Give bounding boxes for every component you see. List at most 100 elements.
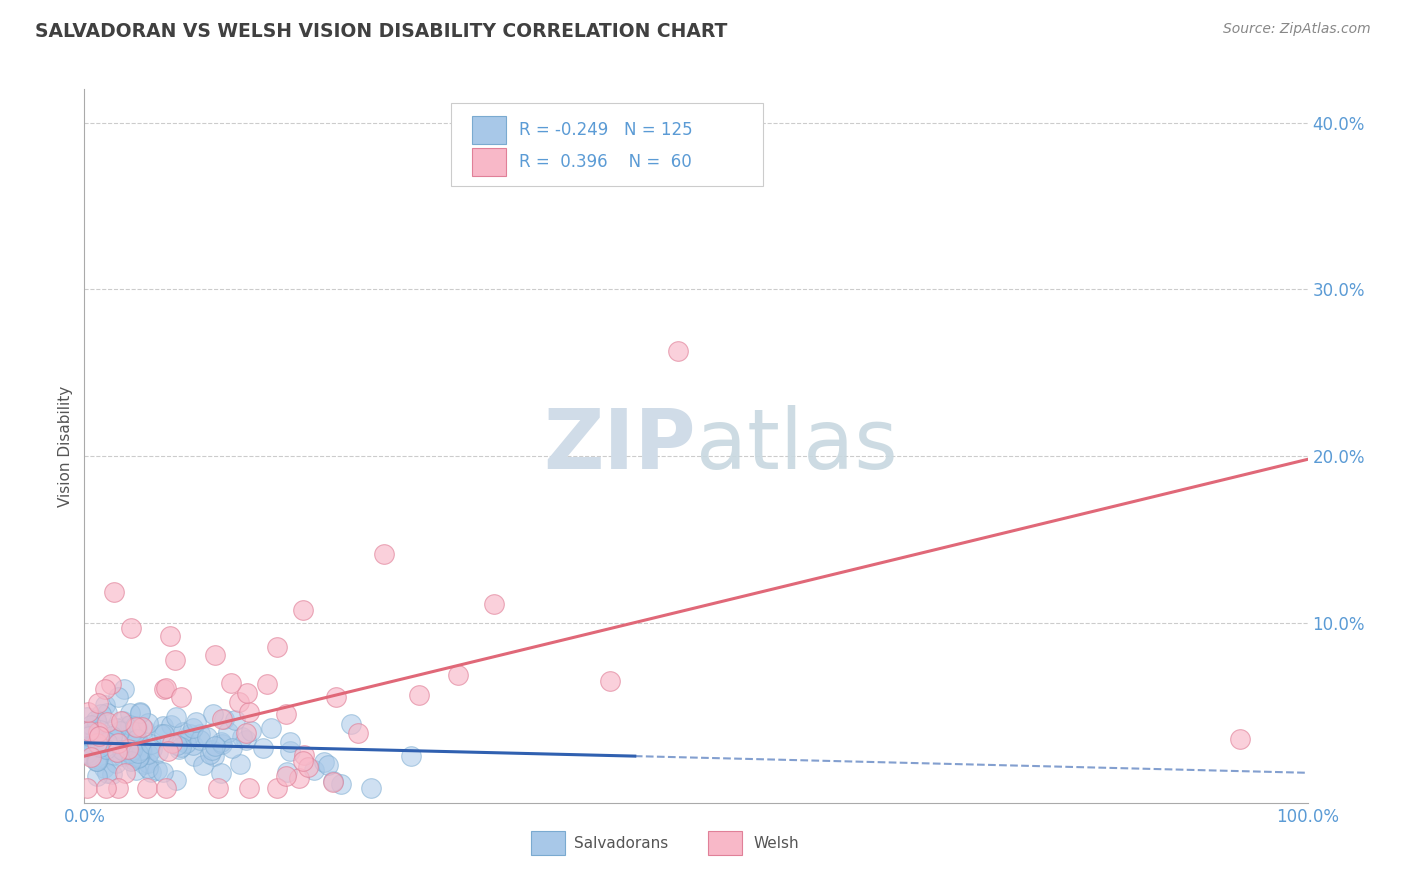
Point	[118, 706, 141, 720]
Point	[96, 765, 118, 780]
Point	[139, 764, 162, 779]
Point	[193, 758, 215, 772]
Point	[136, 756, 159, 770]
Point	[165, 710, 187, 724]
Point	[408, 689, 430, 703]
Point	[198, 747, 221, 761]
Point	[120, 621, 142, 635]
Point	[209, 735, 232, 749]
Point	[176, 736, 198, 750]
Point	[221, 741, 243, 756]
Point	[127, 731, 149, 746]
FancyBboxPatch shape	[472, 116, 506, 145]
Point	[80, 749, 103, 764]
FancyBboxPatch shape	[531, 831, 565, 855]
Point	[124, 718, 146, 732]
Point	[103, 585, 125, 599]
Point	[159, 718, 181, 732]
Point	[110, 714, 132, 728]
Point	[238, 705, 260, 719]
Point	[292, 603, 315, 617]
Point	[195, 731, 218, 745]
Point	[111, 749, 134, 764]
Text: Source: ZipAtlas.com: Source: ZipAtlas.com	[1223, 22, 1371, 37]
Point	[120, 746, 142, 760]
Point	[136, 762, 159, 776]
Point	[127, 751, 149, 765]
Point	[129, 705, 152, 719]
Point	[150, 726, 173, 740]
Point	[120, 718, 142, 732]
Point	[120, 754, 142, 768]
Point	[86, 769, 108, 783]
Point	[152, 682, 174, 697]
Point	[105, 745, 128, 759]
Point	[107, 780, 129, 795]
Point	[252, 741, 274, 756]
Point	[86, 754, 108, 768]
Point	[125, 732, 148, 747]
Point	[127, 749, 149, 764]
Point	[101, 766, 124, 780]
Point	[228, 695, 250, 709]
Point	[179, 727, 201, 741]
Point	[76, 740, 98, 755]
Point	[96, 706, 118, 720]
Point	[325, 690, 347, 705]
Point	[80, 726, 103, 740]
Point	[224, 713, 246, 727]
Text: ZIP: ZIP	[544, 406, 696, 486]
Point	[104, 731, 127, 746]
Point	[107, 690, 129, 705]
Point	[235, 733, 257, 747]
Point	[125, 720, 148, 734]
Point	[89, 723, 111, 737]
Point	[141, 742, 163, 756]
Point	[125, 721, 148, 735]
Point	[76, 746, 98, 760]
Point	[131, 743, 153, 757]
Point	[166, 738, 188, 752]
Point	[122, 753, 145, 767]
Point	[184, 715, 207, 730]
Point	[132, 722, 155, 736]
Point	[373, 547, 395, 561]
Point	[159, 629, 181, 643]
Point	[87, 729, 110, 743]
Point	[292, 748, 315, 763]
Point	[239, 723, 262, 738]
Point	[93, 761, 115, 775]
Point	[76, 780, 98, 795]
Point	[288, 771, 311, 785]
Point	[104, 756, 127, 770]
Point	[131, 720, 153, 734]
Point	[183, 749, 205, 764]
Point	[100, 676, 122, 690]
Point	[76, 705, 98, 719]
Point	[136, 716, 159, 731]
Point	[77, 723, 100, 738]
Point	[312, 755, 335, 769]
Point	[278, 744, 301, 758]
Point	[266, 780, 288, 795]
Point	[135, 780, 157, 795]
Point	[188, 727, 211, 741]
Point	[235, 726, 257, 740]
Point	[96, 715, 118, 730]
Point	[666, 343, 689, 358]
Point	[86, 736, 108, 750]
Point	[128, 750, 150, 764]
Point	[172, 724, 194, 739]
Point	[153, 726, 176, 740]
Point	[94, 698, 117, 712]
Point	[94, 682, 117, 697]
Point	[132, 756, 155, 771]
Point	[447, 668, 470, 682]
Point	[155, 780, 177, 795]
Point	[167, 742, 190, 756]
Point	[157, 744, 180, 758]
Text: atlas: atlas	[696, 406, 897, 486]
Point	[276, 769, 298, 783]
Point	[90, 706, 112, 721]
Point	[103, 747, 125, 762]
